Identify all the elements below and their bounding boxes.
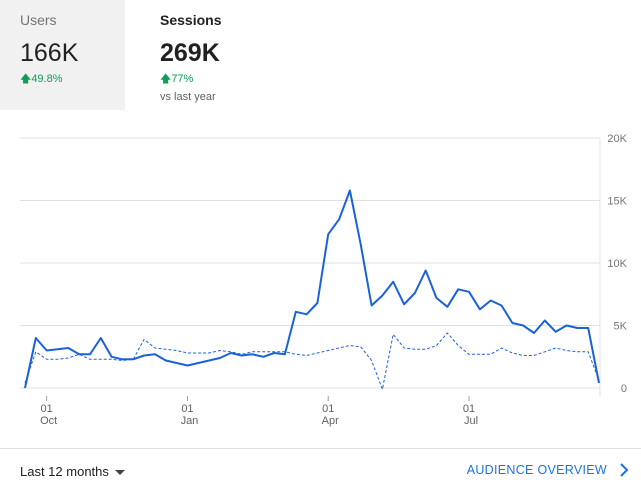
chart-series	[24, 189, 600, 390]
y-tick-label: 0	[621, 383, 627, 395]
arrow-up-icon: 🡅	[20, 73, 32, 85]
users-change: 🡅49.8%	[20, 72, 125, 86]
date-range-label: Last 12 months	[20, 464, 109, 479]
audience-overview-label: AUDIENCE OVERVIEW	[466, 463, 607, 477]
chevron-right-icon	[620, 463, 629, 477]
x-tick-month-label: Oct	[40, 415, 57, 427]
card-footer: Last 12 months AUDIENCE OVERVIEW	[0, 448, 641, 490]
users-value: 166K	[20, 39, 79, 67]
arrow-up-icon: 🡅	[160, 73, 172, 85]
y-tick-label: 5K	[614, 321, 628, 333]
y-tick-label: 20K	[607, 133, 627, 145]
date-range-dropdown[interactable]: Last 12 months	[20, 464, 125, 479]
x-tick-day-label: 01	[322, 403, 334, 415]
x-tick-month-label: Apr	[322, 415, 339, 427]
sessions-metric-card[interactable]: Sessions 269K 🡅77% vs last year	[140, 0, 340, 110]
sessions-change-value: 77%	[171, 73, 194, 85]
y-axis-ticks: 0 5K 10K 15K 20K	[607, 133, 627, 395]
x-tick-month-label: Jan	[181, 415, 199, 427]
users-metric-card[interactable]: Users 166K 🡅49.8%	[0, 0, 125, 110]
x-tick-month-label: Jul	[464, 415, 478, 427]
sessions-label: Sessions	[160, 12, 222, 28]
users-change-value: 49.8%	[31, 73, 63, 85]
current-series-line	[24, 189, 600, 389]
audience-overview-link[interactable]: AUDIENCE OVERVIEW	[467, 463, 631, 477]
sessions-change: 🡅77%	[160, 72, 340, 86]
chart-grid	[20, 137, 601, 396]
x-tick-day-label: 01	[463, 403, 475, 415]
x-tick-day-label: 01	[41, 403, 53, 415]
users-label: Users	[20, 12, 57, 28]
caret-down-icon	[114, 470, 125, 475]
previous-year-series-line	[24, 332, 600, 390]
y-tick-label: 15K	[607, 196, 627, 208]
metrics-row: Users 166K 🡅49.8% Sessions 269K 🡅77% vs …	[0, 0, 641, 110]
sessions-value: 269K	[160, 39, 220, 67]
sessions-comparison-note: vs last year	[160, 91, 216, 103]
y-tick-label: 10K	[607, 258, 627, 270]
x-tick-day-label: 01	[181, 403, 193, 415]
